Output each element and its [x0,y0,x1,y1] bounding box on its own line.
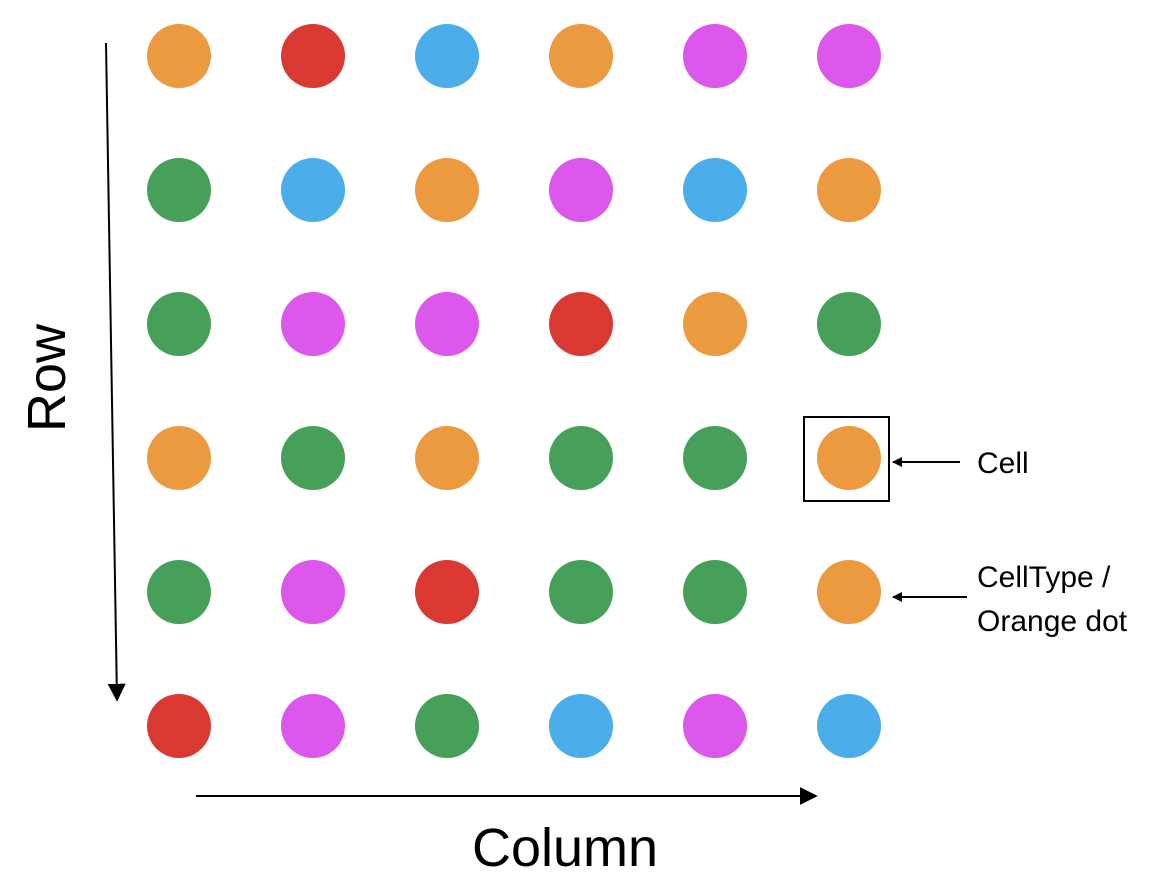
green-dot-r5-c1 [147,560,211,624]
row-axis-arrow [105,42,126,702]
green-dot-r3-c1 [147,292,211,356]
blue-dot-r6-c6 [817,694,881,758]
celltype-annotation-line2: Orange dot [977,605,1128,638]
magenta-dot-r3-c2 [281,292,345,356]
green-dot-r6-c3 [415,694,479,758]
blue-dot-r6-c4 [549,694,613,758]
blue-dot-r2-c2 [281,158,345,222]
cell-annotation-label: Cell [977,447,1029,480]
orange-dot-r1-c1 [147,24,211,88]
orange-dot-r2-c3 [415,158,479,222]
blue-dot-r1-c3 [415,24,479,88]
green-dot-r2-c1 [147,158,211,222]
blue-dot-r2-c5 [683,158,747,222]
green-dot-r4-c4 [549,426,613,490]
orange-dot-r1-c4 [549,24,613,88]
orange-dot-r4-c1 [147,426,211,490]
magenta-dot-r3-c3 [415,292,479,356]
red-dot-r5-c3 [415,560,479,624]
red-dot-r3-c4 [549,292,613,356]
orange-dot-r3-c5 [683,292,747,356]
orange-dot-r2-c6 [817,158,881,222]
magenta-dot-r1-c5 [683,24,747,88]
magenta-dot-r6-c5 [683,694,747,758]
magenta-dot-r6-c2 [281,694,345,758]
green-dot-r4-c5 [683,426,747,490]
green-dot-r3-c6 [817,292,881,356]
cell-highlight-box [803,416,890,502]
red-dot-r1-c2 [281,24,345,88]
orange-dot-r5-c6 [817,560,881,624]
green-dot-r5-c4 [549,560,613,624]
red-dot-r6-c1 [147,694,211,758]
row-axis-label: Row [17,323,77,432]
green-dot-r4-c2 [281,426,345,490]
orange-dot-r4-c3 [415,426,479,490]
dot-grid [147,24,881,758]
celltype-annotation-line1: CellType / [977,561,1111,594]
green-dot-r5-c5 [683,560,747,624]
magenta-dot-r2-c4 [549,158,613,222]
magenta-dot-r5-c2 [281,560,345,624]
column-axis-label: Column [472,818,658,878]
orange-dot-r4-c6 [817,426,881,490]
magenta-dot-r1-c6 [817,24,881,88]
